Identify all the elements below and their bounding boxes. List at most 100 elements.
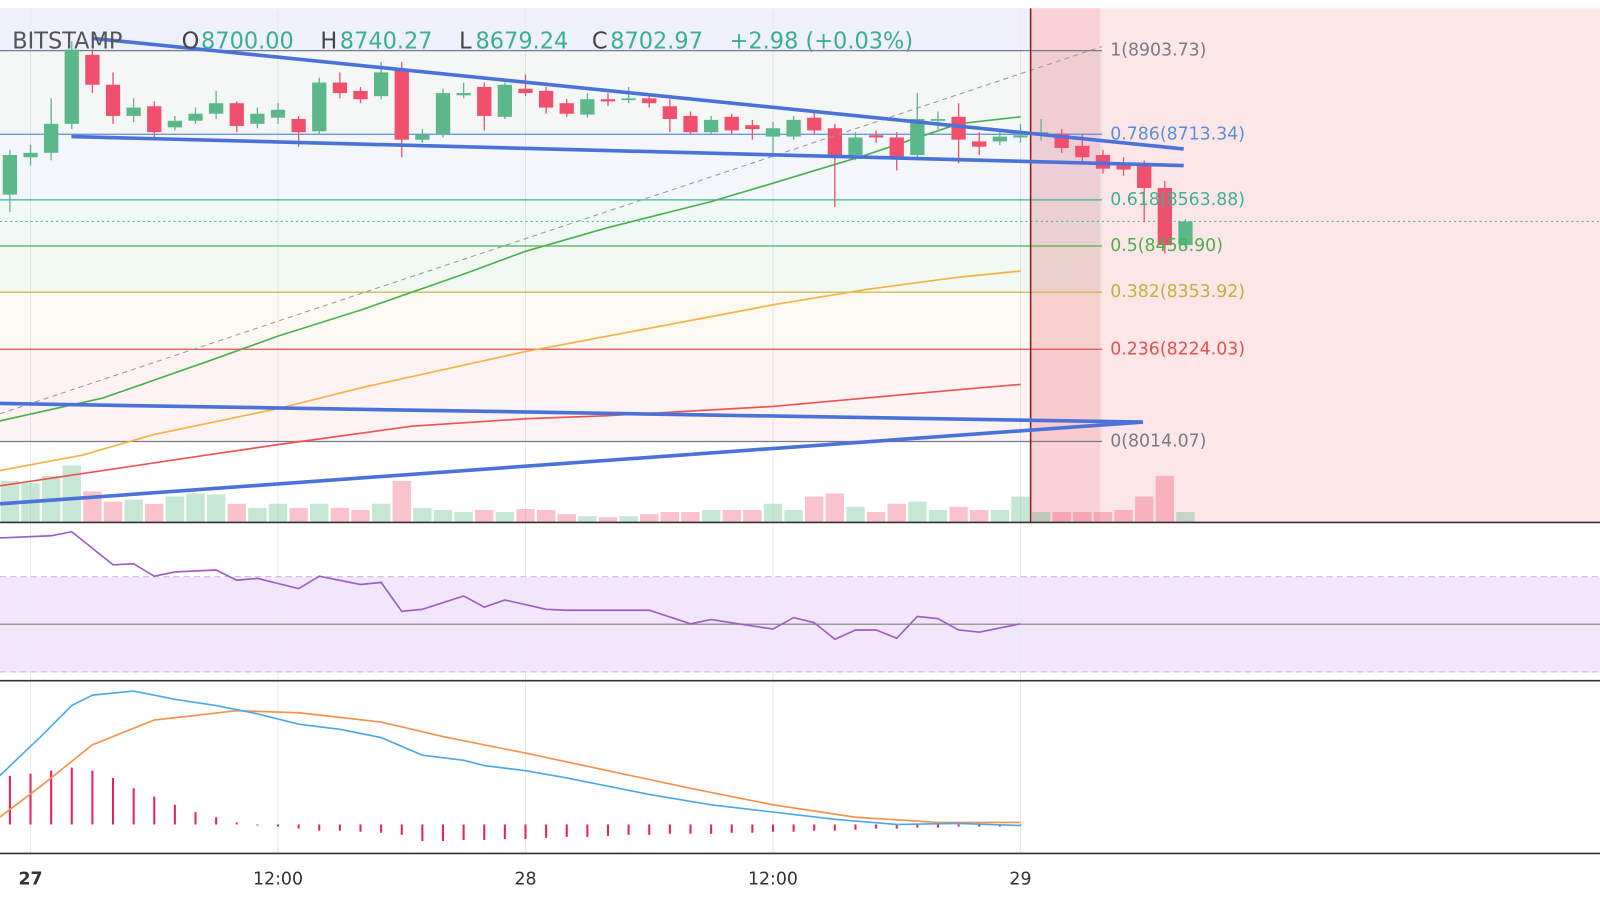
macd-histogram-bar: [441, 824, 445, 842]
macd-histogram-bar: [50, 770, 53, 825]
volume-bar: [866, 512, 886, 523]
candle-body: [353, 90, 368, 100]
macd-histogram-bar: [235, 822, 238, 825]
volume-bar: [1176, 512, 1195, 523]
candle-body: [951, 116, 966, 140]
fib-label: 1(8903.73): [1110, 41, 1206, 61]
fib-label: 0.236(8224.03): [1110, 339, 1245, 359]
candle-body: [373, 72, 389, 97]
macd-histogram-bar: [173, 804, 176, 825]
volume-bar: [227, 503, 246, 523]
fib-band: [0, 349, 1103, 442]
macd-histogram-bar: [276, 824, 280, 827]
candle-body: [1116, 165, 1131, 170]
volume-bar: [165, 496, 185, 523]
fib-label: 0.5(8458.90): [1110, 236, 1223, 256]
candle-body: [64, 49, 79, 124]
change-value: +2.98 (+0.03%): [730, 28, 913, 54]
macd-histogram-bar: [648, 824, 651, 835]
candle-body: [868, 135, 884, 138]
macd-histogram-bar: [978, 824, 981, 827]
macd-histogram-bar: [318, 824, 321, 831]
macd-histogram-bar: [256, 824, 259, 826]
macd-histogram-bar: [854, 824, 857, 830]
candle-body: [147, 106, 162, 133]
volume-bar: [1135, 496, 1154, 523]
macd-histogram-bar: [483, 824, 486, 840]
candle-body: [910, 119, 925, 156]
volume-bar: [186, 493, 205, 523]
forecast-zone: [1030, 8, 1600, 523]
candle-body: [291, 119, 306, 133]
open-label: O: [182, 28, 200, 54]
volume-bar: [536, 510, 556, 523]
candle-body: [992, 136, 1007, 142]
volume-bar: [949, 506, 968, 523]
candle-body: [662, 106, 678, 120]
candle-body: [580, 99, 595, 115]
macd-histogram-bar: [792, 824, 795, 832]
candle-body: [745, 125, 760, 130]
volume-bar: [640, 514, 659, 523]
candle-body: [44, 123, 59, 153]
macd-line: [0, 690, 1021, 827]
macd-histogram-bar: [895, 824, 898, 829]
low-label: L: [459, 28, 472, 54]
volume-bar: [887, 503, 906, 523]
macd-histogram-bar: [875, 824, 878, 829]
volume-bar: [701, 510, 721, 523]
moving-average: [0, 115, 1021, 422]
close-label: C: [592, 28, 608, 54]
trend-line: [0, 420, 1143, 506]
volume-bar: [516, 508, 535, 523]
candle-body: [807, 117, 822, 131]
candle-body: [1137, 165, 1152, 189]
open-value: 8700.00: [201, 28, 294, 54]
volume-bar: [62, 465, 81, 523]
trend-line: [71, 134, 1184, 168]
macd-histogram-bar: [153, 796, 156, 825]
macd-histogram-bar: [297, 824, 300, 829]
macd-histogram-bar: [586, 824, 589, 837]
macd-histogram-bar: [936, 824, 939, 828]
volume-bar: [1073, 512, 1092, 523]
macd-histogram-bar: [751, 824, 754, 833]
candle-body: [518, 88, 533, 94]
high-label: H: [320, 28, 337, 54]
candle-body: [538, 90, 554, 108]
volume-bar: [310, 503, 329, 523]
volume-bar: [1093, 512, 1113, 523]
volume-bar: [763, 503, 783, 523]
moving-average: [0, 270, 1021, 472]
macd-histogram-bar: [503, 824, 506, 839]
volume-bar: [495, 512, 515, 523]
macd-histogram-bar: [194, 812, 197, 825]
macd-histogram-bar: [29, 773, 32, 825]
x-tick-label: 28: [514, 869, 536, 889]
volume-bar: [413, 507, 432, 523]
candle-body: [167, 120, 183, 128]
candle-body: [600, 99, 616, 102]
macd-histogram-bar: [771, 824, 775, 832]
fib-band: [0, 134, 1103, 200]
volume-bar: [351, 510, 370, 523]
exchange: BITSTAMP: [12, 28, 122, 54]
volume-bar: [660, 512, 680, 523]
volume-bar: [970, 510, 989, 523]
volume-bar: [1031, 512, 1051, 523]
candle-body: [621, 98, 636, 101]
volume-bar: [124, 499, 143, 523]
candle-body: [1178, 221, 1193, 246]
candle-body: [683, 115, 698, 133]
macd-histogram-bar: [833, 824, 836, 831]
volume-bar: [681, 512, 700, 523]
candle-body: [827, 128, 842, 156]
macd-histogram-bar: [813, 824, 816, 831]
volume-bar: [145, 503, 164, 523]
volume-bar: [248, 507, 267, 523]
candle-body: [312, 82, 327, 132]
volume-bar: [619, 516, 638, 523]
volume-bar: [1114, 510, 1133, 523]
macd-histogram-bar: [215, 817, 218, 825]
volume-bar: [433, 510, 453, 523]
